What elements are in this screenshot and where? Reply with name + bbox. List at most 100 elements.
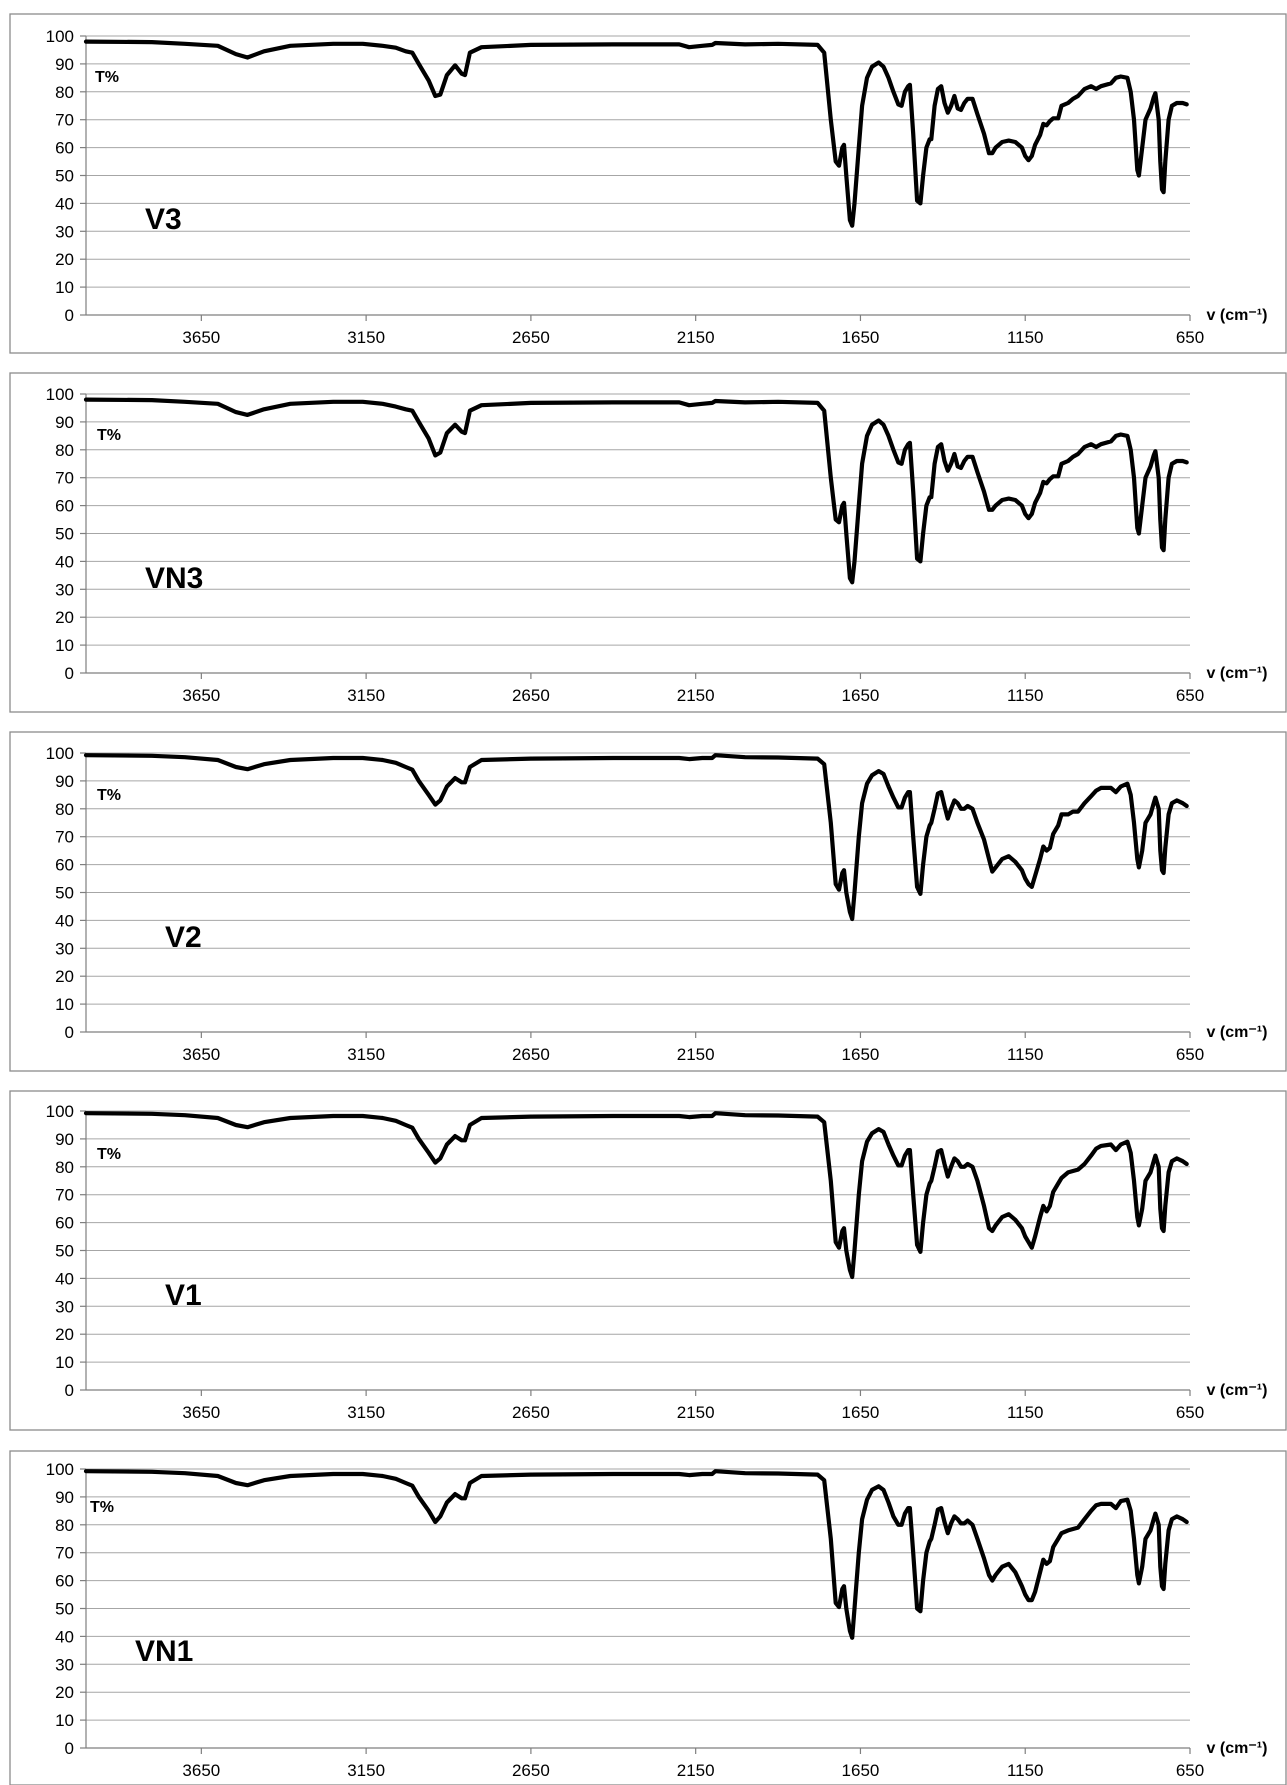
x-tick-label: 650 [1176, 1403, 1204, 1422]
x-tick-label: 1150 [1007, 686, 1044, 705]
y-tick-label: 80 [55, 1516, 74, 1535]
x-tick-label: 3650 [182, 1761, 220, 1780]
x-tick-label: 3150 [347, 686, 385, 705]
y-tick-label: 50 [55, 525, 74, 544]
x-tick-label: 3650 [182, 1045, 220, 1064]
y-tick-label: 50 [55, 1242, 74, 1261]
y-tick-label: 0 [65, 306, 74, 325]
y-tick-label: 50 [55, 884, 74, 903]
x-tick-label: 2150 [677, 1045, 715, 1064]
y-tick-label: 80 [55, 441, 74, 460]
x-tick-label: 3650 [182, 328, 220, 347]
y-tick-label: 100 [46, 1460, 74, 1479]
x-tick-label: 650 [1176, 1761, 1204, 1780]
y-tick-label: 80 [55, 1158, 74, 1177]
y-tick-label: 30 [55, 580, 74, 599]
y-tick-label: 100 [46, 27, 74, 46]
x-axis-label: v (cm⁻¹) [1207, 1740, 1268, 1757]
y-tick-label: 60 [55, 1572, 74, 1591]
x-tick-label: 1150 [1007, 1403, 1044, 1422]
x-tick-label: 3150 [347, 1761, 385, 1780]
x-tick-label: 3650 [182, 1403, 220, 1422]
panel-frame [9, 1090, 1287, 1431]
y-tick-label: 30 [55, 1655, 74, 1674]
x-tick-label: 1150 [1007, 1045, 1044, 1064]
x-axis-label: v (cm⁻¹) [1207, 1024, 1268, 1041]
y-tick-label: 0 [65, 1023, 74, 1042]
panel-frame [9, 1450, 1287, 1785]
y-axis-label: T% [95, 69, 119, 86]
spectrum-line-v2 [83, 753, 1189, 922]
chart-panel-vn1: 0 10 20 30 40 50 60 70 80 90 100 3650 3150 2650 2150 16… [9, 1450, 1287, 1785]
y-tick-label: 60 [55, 1214, 74, 1233]
x-tick-label: 650 [1176, 328, 1204, 347]
y-tick-label: 20 [55, 250, 74, 269]
y-tick-label: 80 [55, 800, 74, 819]
x-tick-label: 3150 [347, 1045, 385, 1064]
y-tick-label: 40 [55, 911, 74, 930]
x-tick-label: 2150 [677, 686, 715, 705]
panel-frame [9, 13, 1287, 354]
y-axis-label: T% [97, 787, 121, 804]
x-tick-label: 1650 [842, 328, 880, 347]
x-tick-label: 2650 [512, 1403, 550, 1422]
y-tick-label: 50 [55, 167, 74, 186]
chart-panel-v2: 0 10 20 30 40 50 60 70 80 90 100 3650 3150 2650 2150 16… [9, 731, 1287, 1072]
x-tick-label: 2150 [677, 1761, 715, 1780]
y-tick-label: 0 [65, 1381, 74, 1400]
y-tick-label: 30 [55, 1297, 74, 1316]
sample-label: VN3 [145, 562, 203, 595]
x-tick-label: 2650 [512, 1045, 550, 1064]
x-tick-label: 650 [1176, 686, 1204, 705]
y-tick-label: 30 [55, 939, 74, 958]
y-tick-label: 40 [55, 552, 74, 571]
x-tick-label: 1650 [842, 1045, 880, 1064]
spectrum-line-vn1 [83, 1469, 1189, 1640]
y-tick-label: 60 [55, 497, 74, 516]
y-tick-label: 100 [46, 1102, 74, 1121]
spectrum-line-v3 [83, 39, 1189, 228]
y-tick-label: 70 [55, 1186, 74, 1205]
y-tick-label: 70 [55, 1544, 74, 1563]
y-tick-label: 80 [55, 83, 74, 102]
chart-panel-vn3: 0 10 20 30 40 50 60 70 80 90 100 3650 3150 2650 2150 16… [9, 372, 1287, 713]
y-tick-label: 20 [55, 967, 74, 986]
x-tick-label: 2650 [512, 686, 550, 705]
sample-label: V1 [165, 1279, 202, 1312]
spectrum-line-v1 [83, 1111, 1189, 1280]
y-tick-label: 20 [55, 1325, 74, 1344]
x-tick-label: 3150 [347, 1403, 385, 1422]
x-tick-label: 2150 [677, 1403, 715, 1422]
y-tick-label: 10 [55, 1711, 74, 1730]
sample-label: V3 [145, 203, 182, 236]
y-tick-label: 40 [55, 1627, 74, 1646]
x-tick-label: 1150 [1007, 328, 1044, 347]
chart-panel-v3: 0 10 20 30 40 50 60 70 80 90 100 3650 3150 2650 2150 16… [9, 13, 1287, 354]
y-tick-label: 20 [55, 1683, 74, 1702]
x-tick-label: 1650 [842, 686, 880, 705]
y-tick-label: 40 [55, 194, 74, 213]
panel-frame [9, 372, 1287, 713]
y-tick-label: 10 [55, 636, 74, 655]
x-axis-label: v (cm⁻¹) [1207, 307, 1268, 324]
y-tick-label: 50 [55, 1600, 74, 1619]
y-tick-label: 30 [55, 222, 74, 241]
y-tick-label: 70 [55, 111, 74, 130]
x-tick-label: 3650 [182, 686, 220, 705]
y-tick-label: 90 [55, 1130, 74, 1149]
spectrum-line-vn3 [83, 397, 1189, 585]
y-tick-label: 100 [46, 744, 74, 763]
sample-label: VN1 [135, 1635, 193, 1668]
panel-frame [9, 731, 1287, 1072]
x-axis-label: v (cm⁻¹) [1207, 1382, 1268, 1399]
y-tick-label: 0 [65, 664, 74, 683]
x-tick-label: 1150 [1007, 1761, 1044, 1780]
x-tick-label: 2150 [677, 328, 715, 347]
y-tick-label: 60 [55, 139, 74, 158]
y-tick-label: 100 [46, 385, 74, 404]
y-tick-label: 0 [65, 1739, 74, 1758]
x-tick-label: 650 [1176, 1045, 1204, 1064]
y-axis-label: T% [97, 427, 121, 444]
y-tick-label: 90 [55, 772, 74, 791]
